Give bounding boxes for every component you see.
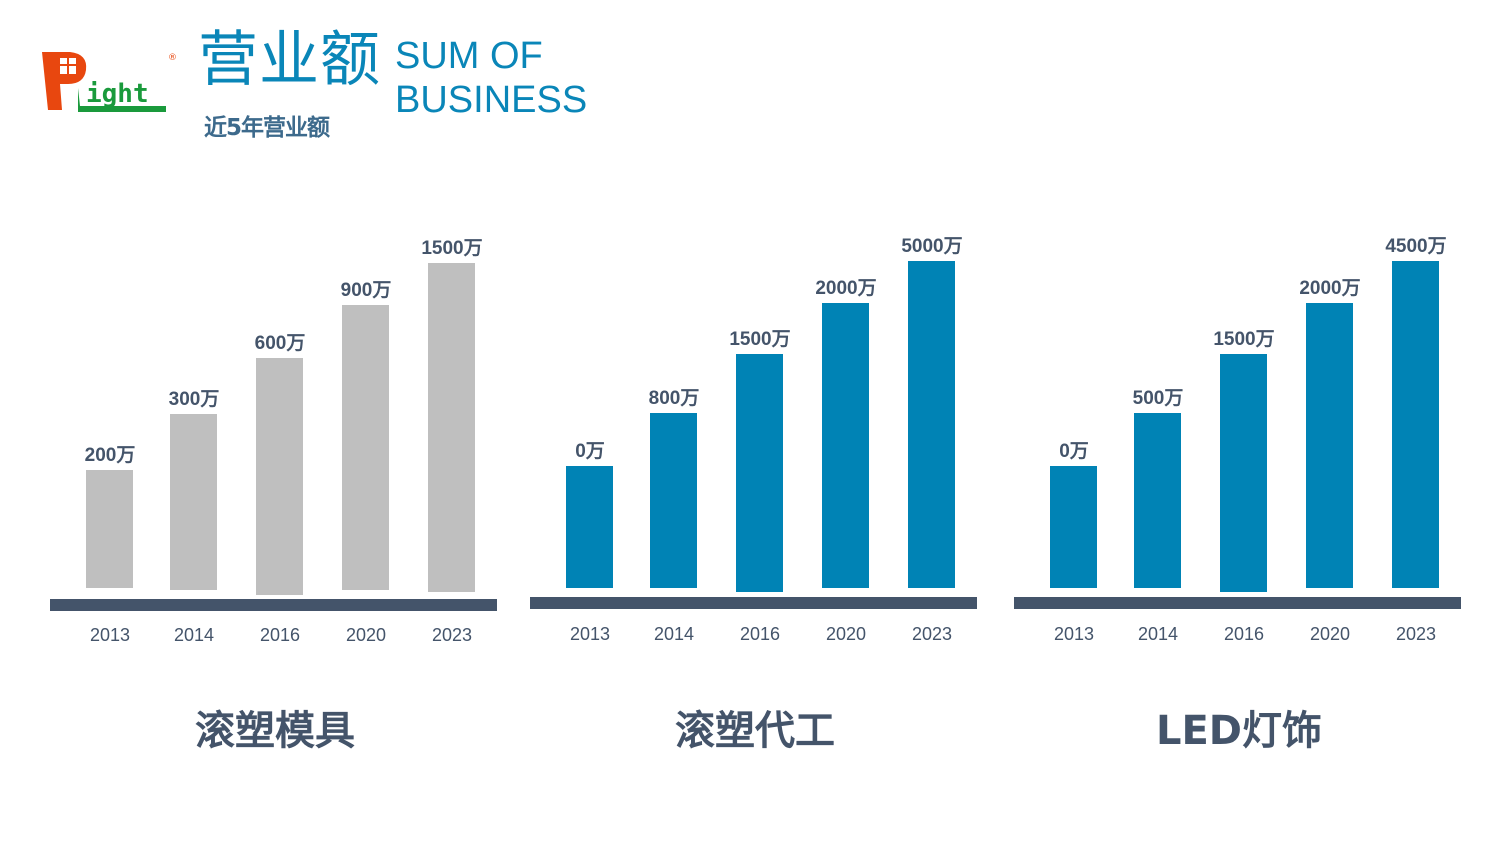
bar-2016: [1220, 354, 1267, 592]
x-axis-bar: [50, 599, 497, 611]
data-label: 0万: [575, 441, 605, 462]
data-label: 4500万: [1385, 236, 1447, 257]
bar-2020: [342, 305, 389, 590]
title-en-line1: SUM OF: [395, 35, 543, 77]
bar-2023: [908, 261, 955, 588]
data-label: 0万: [1059, 441, 1089, 462]
bar-chart-1: 200万 2013 300万 2014 600万 2016 900万 2020 1500万 202…: [50, 0, 500, 844]
x-axis-bar: [530, 597, 977, 609]
bar-2013: [1050, 466, 1097, 588]
x-tick-label: 2016: [259, 625, 301, 645]
data-label: 2000万: [1299, 278, 1361, 299]
x-tick-label: 2023: [1395, 624, 1437, 644]
bar-2014: [1134, 413, 1181, 588]
x-tick-label: 2014: [1137, 624, 1179, 644]
page-subtitle: 近5年营业额: [204, 115, 330, 141]
bar-chart-3: 0万 2013 500万 2014 1500万 2016 2000万 2020 4500万 202…: [1014, 0, 1464, 844]
x-tick-label: 2013: [89, 625, 131, 645]
x-tick-label: 2020: [345, 625, 387, 645]
x-tick-label: 2013: [569, 624, 611, 644]
x-tick-label: 2016: [1223, 624, 1265, 644]
title-en-line2: BUSINESS: [395, 79, 588, 121]
bar-2014: [170, 414, 217, 590]
svg-text:ight: ight: [86, 79, 149, 109]
page-title: 营业额: [198, 25, 381, 95]
plight-logo: ight ®: [42, 52, 177, 112]
x-tick-label: 2014: [653, 624, 695, 644]
bar-2013: [86, 470, 133, 588]
x-tick-label: 2023: [431, 625, 473, 645]
bar-2016: [256, 358, 303, 595]
x-tick-label: 2020: [825, 624, 867, 644]
x-tick-label: 2014: [173, 625, 215, 645]
chart-title: 滚塑模具: [195, 708, 355, 754]
bar-2023: [428, 263, 475, 592]
page-title-english: SUM OF BUSINESS: [395, 34, 587, 122]
bar-2013: [566, 466, 613, 588]
bar-2014: [650, 413, 697, 588]
data-label: 1500万: [729, 329, 791, 350]
data-label: 800万: [648, 388, 700, 409]
bar-2020: [1306, 303, 1353, 588]
data-label: 900万: [340, 280, 392, 301]
data-label: 200万: [84, 445, 136, 466]
data-label: 1500万: [421, 238, 483, 259]
data-label: 2000万: [815, 278, 877, 299]
data-label: 1500万: [1213, 329, 1275, 350]
x-tick-label: 2016: [739, 624, 781, 644]
x-tick-label: 2023: [911, 624, 953, 644]
data-label: 5000万: [901, 236, 963, 257]
x-tick-label: 2020: [1309, 624, 1351, 644]
bar-2016: [736, 354, 783, 592]
data-label: 500万: [1132, 388, 1184, 409]
chart-title: LED灯饰: [1155, 708, 1322, 754]
bar-chart-2: 0万 2013 800万 2014 1500万 2016 2000万 2020 5000万 202…: [530, 0, 980, 844]
data-label: 300万: [168, 389, 220, 410]
bar-2023: [1392, 261, 1439, 588]
data-label: 600万: [254, 333, 306, 354]
chart-title: 滚塑代工: [675, 708, 835, 754]
svg-text:®: ®: [168, 53, 177, 63]
x-axis-bar: [1014, 597, 1461, 609]
x-tick-label: 2013: [1053, 624, 1095, 644]
bar-2020: [822, 303, 869, 588]
